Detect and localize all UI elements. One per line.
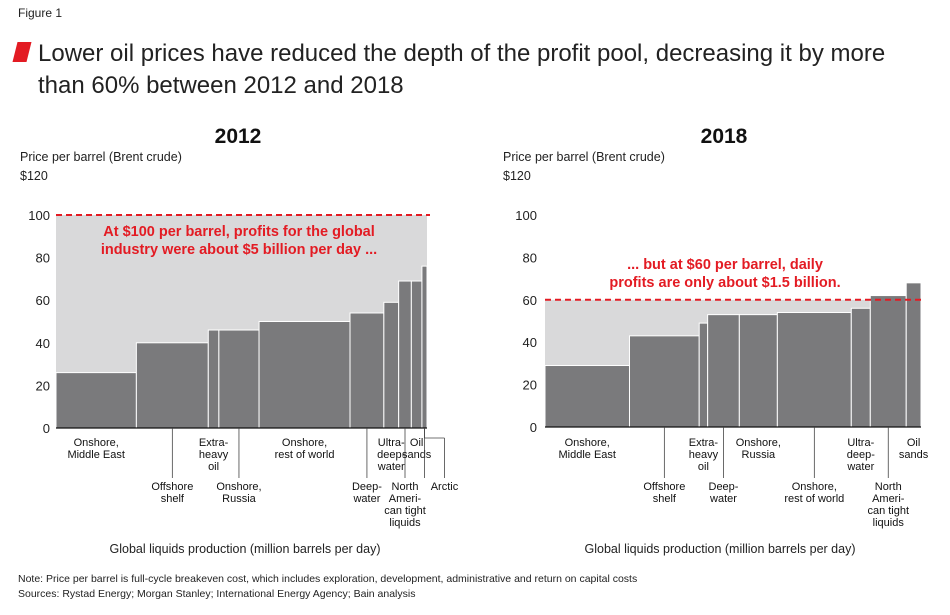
chart-title: 2012 xyxy=(215,125,262,148)
figure-label: Figure 1 xyxy=(18,6,63,20)
category-label: can tight xyxy=(867,505,909,517)
category-label: North xyxy=(875,481,902,493)
category-label: deep- xyxy=(377,449,405,461)
bar-north-american-tight-liquids xyxy=(398,280,412,429)
category-label: Middle East xyxy=(67,449,124,461)
category-label: Deep- xyxy=(352,481,382,493)
category-label: Ameri- xyxy=(872,493,905,505)
y-axis-unit-label: $120 xyxy=(20,169,48,183)
y-tick-label: 60 xyxy=(523,293,537,308)
category-label: oil xyxy=(698,461,709,473)
category-label: Onshore, xyxy=(74,437,119,449)
category-label: Middle East xyxy=(559,449,616,461)
category-label: oil xyxy=(208,461,219,473)
category-label: can tight xyxy=(384,505,426,517)
category-label: water xyxy=(846,461,874,473)
bar-extra-heavy-oil xyxy=(698,322,709,428)
category-label: Onshore, xyxy=(216,481,261,493)
y-tick-label: 20 xyxy=(36,378,50,393)
bar-oil-sands xyxy=(905,282,922,428)
category-label: Extra- xyxy=(199,437,229,449)
note-text: Note: Price per barrel is full-cycle bre… xyxy=(18,573,638,585)
y-tick-label: 80 xyxy=(36,251,50,266)
bar-deepwater xyxy=(707,314,740,428)
headline: Lower oil prices have reduced the depth … xyxy=(38,40,886,99)
chart-2012: 2012 Price per barrel (Brent crude) $120 0 2… xyxy=(20,125,459,556)
y-tick-label: 0 xyxy=(530,420,537,435)
annotation-text: industry were about $5 billion per day .… xyxy=(101,242,377,258)
category-label: rest of world xyxy=(275,449,335,461)
category-label: Russia xyxy=(742,449,777,461)
y-tick-label: 40 xyxy=(36,336,50,351)
y-tick-label: 100 xyxy=(28,208,50,223)
bar-ultra-deepwater xyxy=(850,307,871,428)
category-label: liquids xyxy=(873,517,905,529)
y-tick-label: 0 xyxy=(43,421,50,436)
bar-north-american-tight-liquids xyxy=(869,295,907,428)
y-tick-label: 80 xyxy=(523,250,537,265)
bar-extra-heavy-oil xyxy=(207,329,220,429)
category-label: Arctic xyxy=(431,481,459,493)
category-label: heavy xyxy=(199,449,229,461)
x-axis-label: Global liquids production (million barre… xyxy=(110,542,381,556)
bar-offshore-shelf xyxy=(628,335,700,428)
category-label: Onshore, xyxy=(736,437,781,449)
x-axis-label: Global liquids production (million barre… xyxy=(585,542,856,556)
category-label: heavy xyxy=(689,449,719,461)
category-label: sands xyxy=(899,449,929,461)
y-tick-label: 40 xyxy=(523,335,537,350)
category-label: deep- xyxy=(847,449,875,461)
y-axis-label: Price per barrel (Brent crude) xyxy=(20,150,182,164)
bar-onshore-rest-of-world xyxy=(258,321,351,429)
category-label: shelf xyxy=(653,493,677,505)
category-label: Onshore, xyxy=(792,481,837,493)
bar-onshore-middle-east xyxy=(544,365,630,428)
bar-oil-sands xyxy=(410,280,423,429)
category-label: water xyxy=(352,493,380,505)
y-axis-label: Price per barrel (Brent crude) xyxy=(503,150,665,164)
category-label: shelf xyxy=(161,493,185,505)
category-label: Ultra- xyxy=(378,437,405,449)
category-label: Oil xyxy=(410,437,423,449)
bar-arctic xyxy=(421,265,428,429)
bar-onshore-russia xyxy=(738,314,778,428)
annotation-text: ... but at $60 per barrel, daily xyxy=(627,257,823,273)
category-label: Onshore, xyxy=(282,437,327,449)
bar-deepwater xyxy=(349,312,385,429)
category-label: Offshore xyxy=(151,481,193,493)
chart-2018: 2018 Price per barrel (Brent crude) $120 0 2… xyxy=(503,125,929,556)
category-label: Deep- xyxy=(709,481,739,493)
bar-onshore-middle-east xyxy=(55,372,137,429)
category-label: water xyxy=(709,493,737,505)
sources-text: Sources: Rystad Energy; Morgan Stanley; … xyxy=(18,588,416,600)
bar-onshore-russia xyxy=(218,329,260,429)
chart-title: 2018 xyxy=(701,125,748,148)
category-label: North xyxy=(392,481,419,493)
category-label: liquids xyxy=(389,517,421,529)
category-label: Oil xyxy=(907,437,920,449)
footnotes: Note: Price per barrel is full-cycle bre… xyxy=(18,572,637,602)
category-label: Ameri- xyxy=(389,493,422,505)
y-axis-unit-label: $120 xyxy=(503,169,531,183)
bar-offshore-shelf xyxy=(135,342,209,429)
category-label: sands xyxy=(402,449,432,461)
annotation-text: profits are only about $1.5 billion. xyxy=(609,275,840,291)
bar-onshore-rest-of-world xyxy=(776,312,852,428)
category-label: rest of world xyxy=(784,493,844,505)
category-label: Onshore, xyxy=(565,437,610,449)
y-tick-label: 20 xyxy=(523,378,537,393)
annotation-text: At $100 per barrel, profits for the glob… xyxy=(103,224,375,240)
category-label: Russia xyxy=(222,493,257,505)
category-label: Offshore xyxy=(643,481,685,493)
category-label: Extra- xyxy=(689,437,719,449)
y-tick-label: 100 xyxy=(515,208,537,223)
category-label: water xyxy=(377,461,405,473)
bar-ultra-deepwater xyxy=(383,301,400,429)
y-tick-label: 60 xyxy=(36,293,50,308)
category-label: Ultra- xyxy=(847,437,874,449)
